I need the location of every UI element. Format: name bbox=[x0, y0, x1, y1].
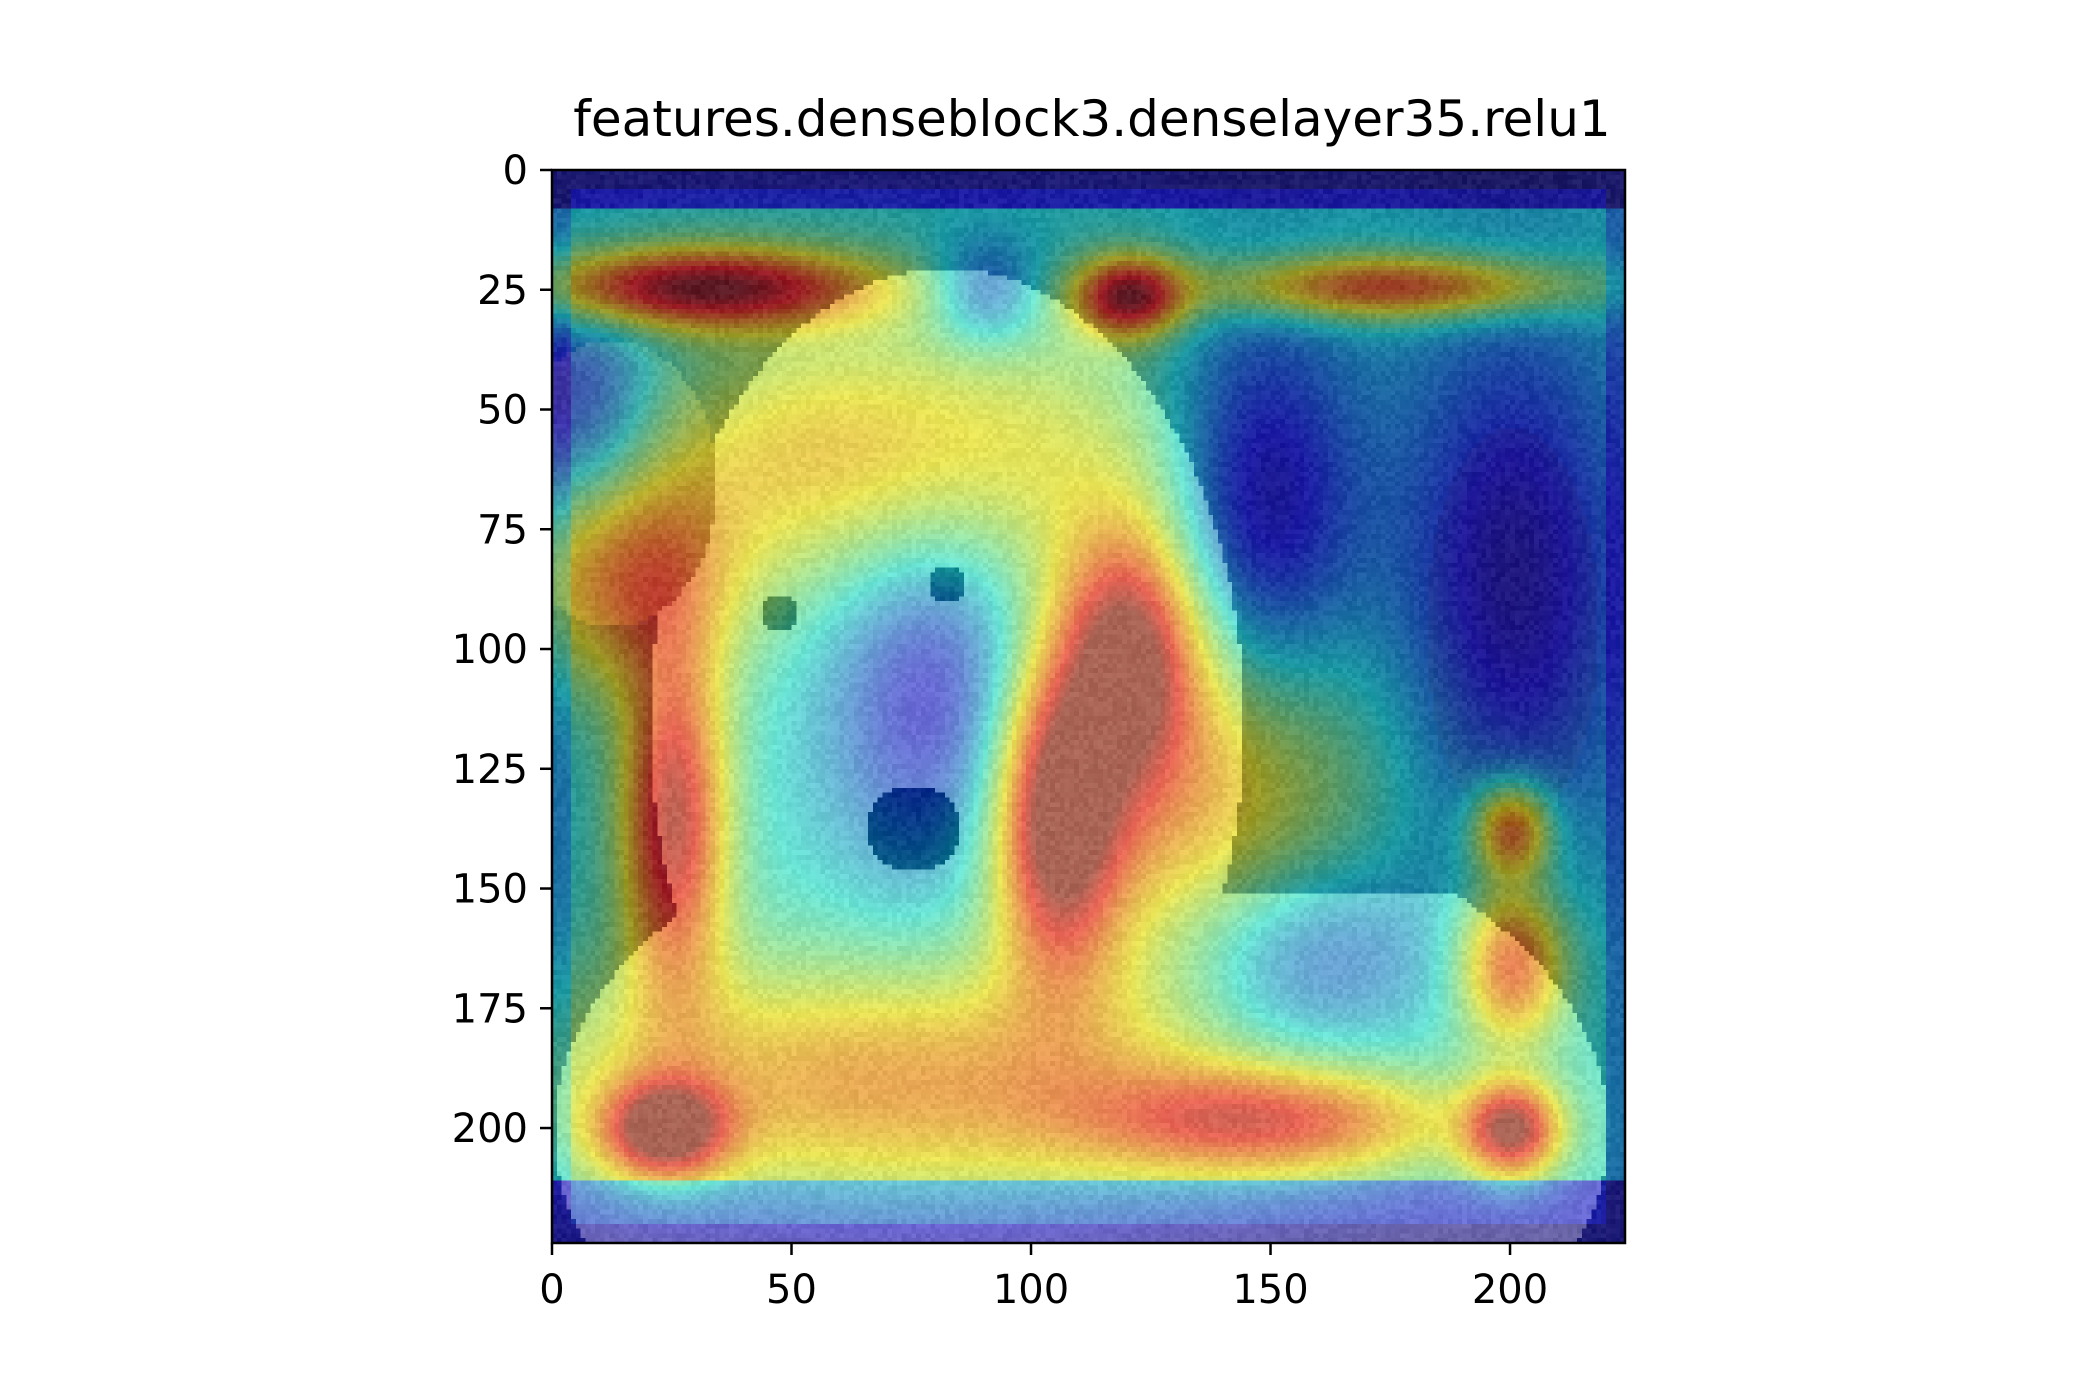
plot-area bbox=[550, 168, 1627, 1245]
x-tick-label: 50 bbox=[766, 1267, 817, 1313]
y-tick-label: 100 bbox=[452, 627, 528, 673]
chart-title: features.denseblock3.denselayer35.relu1 bbox=[573, 90, 1610, 148]
x-tick-label: 200 bbox=[1472, 1267, 1548, 1313]
axes-frame bbox=[550, 168, 1627, 1245]
y-tick-label: 175 bbox=[452, 986, 528, 1032]
y-axis: 0 25 50 75 100 125 150 175 200 bbox=[452, 148, 552, 1152]
y-tick-label: 125 bbox=[452, 747, 528, 793]
y-tick-label: 200 bbox=[452, 1106, 528, 1152]
heatmap-image-holder bbox=[552, 170, 1625, 1243]
heatmap-image bbox=[552, 170, 1625, 1243]
x-tick-label: 0 bbox=[539, 1267, 564, 1313]
y-tick-label: 150 bbox=[452, 867, 528, 913]
x-axis: 0 50 100 150 200 bbox=[539, 1243, 1548, 1313]
y-tick-label: 50 bbox=[477, 388, 528, 434]
x-tick-label: 100 bbox=[993, 1267, 1069, 1313]
y-tick-label: 25 bbox=[477, 268, 528, 314]
x-tick-label: 150 bbox=[1232, 1267, 1308, 1313]
y-tick-label: 75 bbox=[477, 507, 528, 553]
y-tick-label: 0 bbox=[503, 148, 528, 194]
